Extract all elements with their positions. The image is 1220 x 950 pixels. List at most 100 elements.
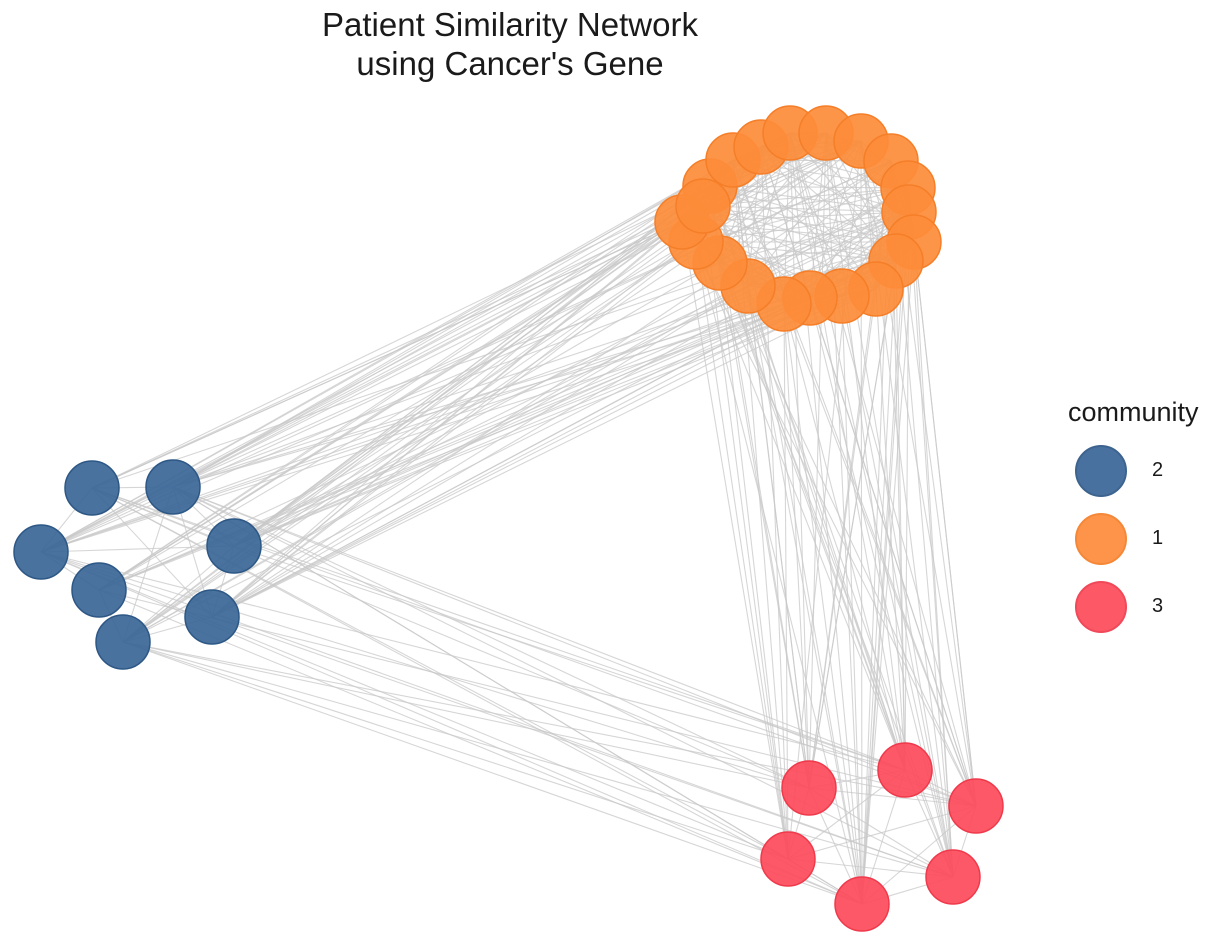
node-community-3 bbox=[925, 849, 981, 905]
edge-1-2 bbox=[40, 262, 721, 553]
edge-1-3 bbox=[709, 185, 789, 860]
edge-1-2 bbox=[91, 205, 704, 489]
edge-1-2 bbox=[233, 211, 910, 547]
legend: community 2 1 3 bbox=[1060, 392, 1220, 636]
edge-1-2 bbox=[211, 285, 749, 618]
edge-1-3 bbox=[732, 159, 977, 807]
edge-1-3 bbox=[861, 241, 915, 905]
edge-1-3 bbox=[913, 241, 977, 807]
edge-2-3 bbox=[98, 589, 863, 905]
node-community-2 bbox=[206, 518, 262, 574]
edge-1-3 bbox=[841, 295, 863, 905]
edge-2-3 bbox=[122, 641, 789, 860]
node-community-1 bbox=[675, 178, 731, 234]
legend-label-community-3: 3 bbox=[1152, 595, 1164, 617]
edge-1-2 bbox=[122, 285, 749, 643]
edge-1-3 bbox=[747, 285, 863, 905]
legend-item-community-1: 1 bbox=[1060, 500, 1220, 568]
edge-1-3 bbox=[783, 303, 906, 771]
edge-1-3 bbox=[747, 285, 810, 789]
edge-1-3 bbox=[702, 205, 789, 860]
edge-1-2 bbox=[98, 297, 811, 591]
chart-title-line-2: using Cancer's Gene bbox=[356, 45, 664, 82]
edge-2-3 bbox=[40, 551, 906, 771]
edge-2-3 bbox=[40, 551, 789, 860]
edge-1-2 bbox=[91, 221, 683, 489]
edge-1-3 bbox=[913, 241, 954, 878]
node-community-2 bbox=[145, 459, 201, 515]
node-community-3 bbox=[834, 876, 890, 932]
node-community-2 bbox=[13, 524, 69, 580]
edge-1-2 bbox=[122, 241, 697, 643]
edge-1-3 bbox=[719, 262, 810, 789]
edge-1-3 bbox=[808, 260, 897, 789]
edge-1-3 bbox=[695, 241, 906, 771]
edge-1-3 bbox=[841, 295, 954, 878]
edge-1-2 bbox=[98, 185, 711, 591]
edge-1-2 bbox=[91, 211, 910, 489]
legend-title: community bbox=[1068, 397, 1199, 427]
edge-2-3 bbox=[172, 486, 906, 771]
node-community-2 bbox=[71, 562, 127, 618]
edge-1-3 bbox=[787, 140, 862, 860]
edge-2-3 bbox=[233, 545, 906, 771]
node-community-3 bbox=[781, 760, 837, 816]
edge-1-2 bbox=[233, 205, 704, 547]
edge-1-3 bbox=[875, 288, 906, 771]
edge-1-3 bbox=[861, 211, 910, 905]
edge-1-3 bbox=[783, 303, 863, 905]
edge-1-3 bbox=[681, 221, 977, 807]
edge-1-2 bbox=[233, 288, 877, 547]
node-community-2 bbox=[184, 589, 240, 645]
edge-1-2 bbox=[122, 187, 909, 643]
nodes-layer bbox=[13, 105, 1004, 932]
node-community-3 bbox=[948, 778, 1004, 834]
edge-1-3 bbox=[783, 303, 977, 807]
edge-1-3 bbox=[747, 285, 906, 771]
node-community-3 bbox=[760, 831, 816, 887]
legend-item-community-3: 3 bbox=[1060, 568, 1220, 636]
edge-2-3 bbox=[172, 486, 954, 878]
edge-1-2 bbox=[211, 205, 704, 618]
legend-label-community-2: 2 bbox=[1152, 459, 1164, 481]
edge-2-3 bbox=[211, 616, 954, 878]
chart-title-line-1: Patient Similarity Network bbox=[322, 6, 698, 43]
edge-2-3 bbox=[122, 641, 810, 789]
edge-1-3 bbox=[719, 262, 977, 807]
edge-1-3 bbox=[808, 288, 877, 789]
edge-2-3 bbox=[172, 486, 863, 905]
node-community-2 bbox=[95, 614, 151, 670]
edge-1-2 bbox=[98, 146, 762, 591]
edge-1-2 bbox=[172, 303, 785, 488]
node-community-3 bbox=[877, 742, 933, 798]
edge-1-2 bbox=[172, 160, 892, 488]
edge-1-1 bbox=[702, 205, 910, 213]
edge-1-3 bbox=[783, 303, 789, 860]
edge-1-2 bbox=[233, 160, 892, 547]
legend-label-community-1: 1 bbox=[1152, 527, 1164, 549]
edge-1-2 bbox=[233, 241, 697, 547]
edge-2-3 bbox=[172, 486, 810, 789]
edge-1-3 bbox=[809, 297, 977, 807]
edge-1-3 bbox=[904, 211, 910, 771]
edge-1-2 bbox=[211, 132, 827, 618]
edge-1-2 bbox=[172, 159, 734, 488]
edge-1-3 bbox=[861, 260, 897, 905]
edge-3-3 bbox=[787, 805, 977, 860]
node-community-2 bbox=[64, 460, 120, 516]
edge-1-1 bbox=[719, 132, 827, 264]
legend-item-community-2: 2 bbox=[1060, 432, 1220, 500]
edge-1-1 bbox=[702, 205, 915, 243]
edge-1-2 bbox=[172, 211, 910, 488]
legend-key-community-1 bbox=[1075, 513, 1127, 565]
edge-1-3 bbox=[681, 221, 789, 860]
edge-2-3 bbox=[40, 551, 954, 878]
legend-key-community-3 bbox=[1075, 581, 1127, 633]
edge-1-2 bbox=[98, 205, 704, 591]
legend-key-community-2 bbox=[1075, 445, 1127, 497]
edge-1-2 bbox=[211, 241, 697, 618]
edge-1-3 bbox=[808, 132, 827, 789]
edge-2-3 bbox=[172, 486, 977, 807]
